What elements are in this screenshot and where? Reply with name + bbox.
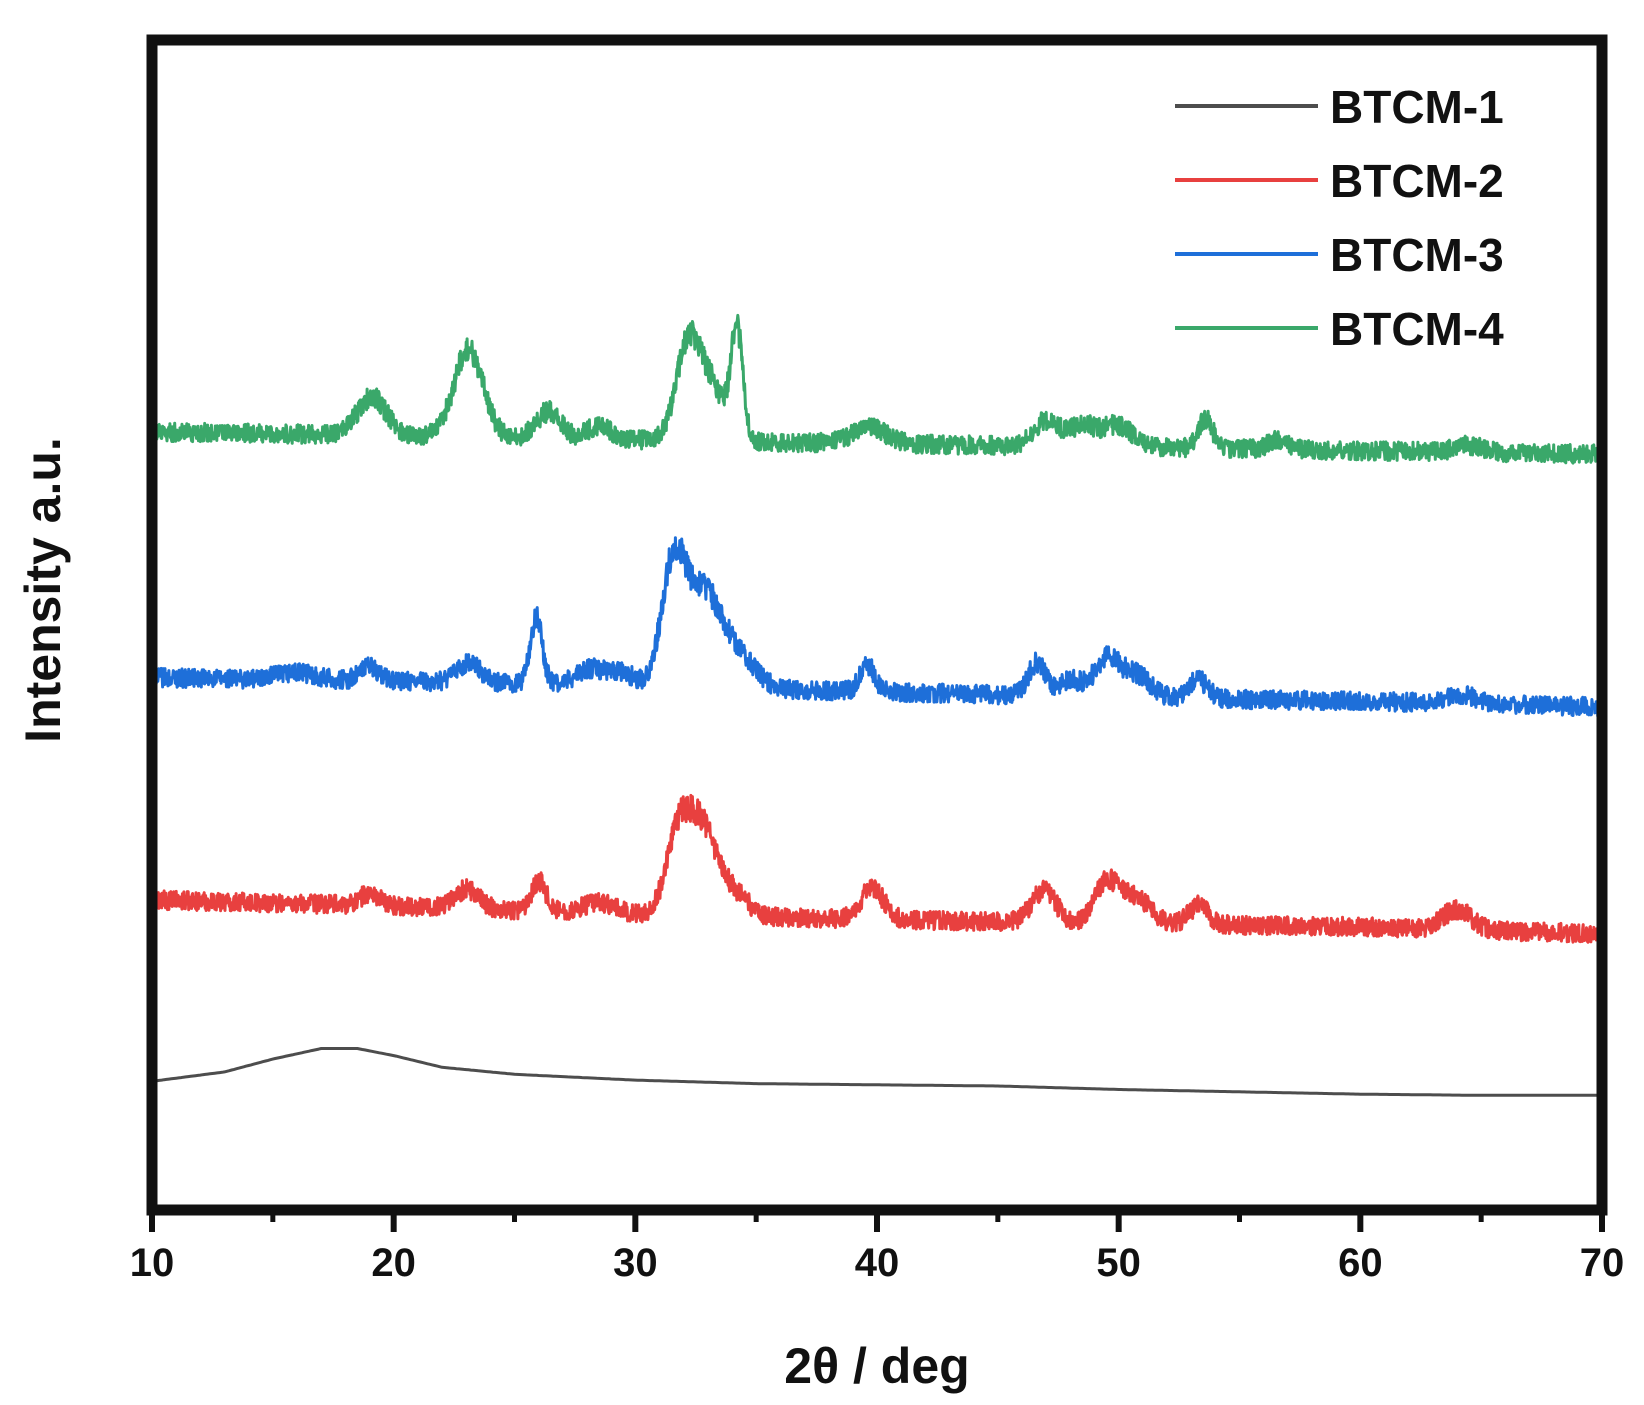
- legend-label-btcm-1: BTCM-1: [1330, 81, 1504, 133]
- legend: BTCM-1 BTCM-2 BTCM-3 BTCM-4: [1175, 81, 1504, 355]
- x-tick-label: 20: [371, 1241, 416, 1285]
- x-tick-label: 30: [613, 1241, 658, 1285]
- x-tick-label: 10: [130, 1241, 175, 1285]
- legend-label-btcm-4: BTCM-4: [1330, 303, 1504, 355]
- series-line-btcm-1: [150, 1047, 1604, 1097]
- y-axis-title: Intensity a.u.: [15, 437, 71, 743]
- x-axis-title: 2θ / deg: [784, 1338, 969, 1394]
- x-ticks: 10 20 30 40 50 60 70: [130, 1210, 1625, 1285]
- legend-label-btcm-3: BTCM-3: [1330, 229, 1504, 281]
- plot-frame: [146, 34, 1608, 1216]
- series-layer: [150, 313, 1604, 1097]
- legend-label-btcm-2: BTCM-2: [1330, 155, 1504, 207]
- x-tick-label: 60: [1338, 1241, 1383, 1285]
- series-line-btcm-4: [150, 313, 1604, 465]
- x-tick-label: 40: [855, 1241, 900, 1285]
- x-tick-label: 50: [1096, 1241, 1141, 1285]
- series-line-btcm-2: [150, 793, 1604, 944]
- x-tick-label: 70: [1580, 1241, 1625, 1285]
- series-line-btcm-3: [150, 536, 1604, 718]
